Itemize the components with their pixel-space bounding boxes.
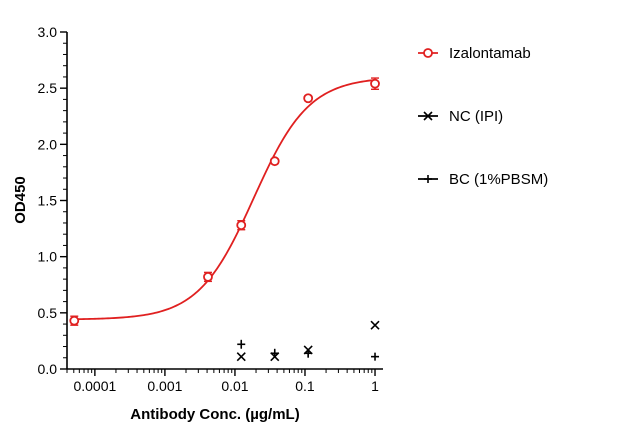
x-stroke [423,111,433,121]
y-tick-label: 2.5 [38,80,58,96]
legend-marker [423,111,433,121]
y-tick-label: 3.0 [38,24,58,40]
data-point [304,349,313,358]
x-stroke [370,320,380,330]
series-bc-1-pbsm [237,339,380,361]
x-tick-label: 0.01 [221,378,248,394]
y-tick-label: 0.0 [38,361,58,377]
legend-entry: BC (1%PBSM) [418,171,548,188]
legend-marker [423,48,433,58]
y-tick-label: 2.0 [38,136,58,152]
legend-entry: NC (IPI) [418,108,503,125]
data-point [370,320,380,330]
data-point [236,220,247,231]
data-point [269,156,280,167]
legend-marker [424,175,432,183]
y-tick-label: 1.5 [38,193,58,209]
x-tick-label: 0.001 [147,378,182,394]
y-tick-label: 0.5 [38,305,58,321]
legend: Izalontamab NC (IPI) BC (1%PBSM) [418,45,548,188]
x-tick-label: 0.0001 [73,378,116,394]
y-axis-title: OD450 [12,176,29,224]
x-tick-label: 1 [371,378,379,394]
plot-area [69,77,380,362]
y-tick-label: 1.0 [38,249,58,265]
data-point [370,78,380,89]
x-tick-label: 0.1 [295,378,315,394]
legend-label: Izalontamab [449,45,531,62]
legend-label: NC (IPI) [449,108,503,125]
x-axis: 0.0001 0.001 0.01 0.1 1 [66,368,383,394]
y-axis: 0.0 0.5 1.0 1.5 2.0 2.5 3.0 [38,24,68,377]
data-point [237,340,246,349]
data-point [69,315,80,326]
legend-label: BC (1%PBSM) [449,171,548,188]
data-point [303,93,314,104]
data-point [236,352,246,362]
fit-curve [74,79,376,321]
series-izalontamab [69,77,380,326]
legend-entry: Izalontamab [418,45,531,62]
data-point [270,349,279,358]
data-point [203,271,213,282]
x-axis-title: Antibody Conc. (µg/mL) [130,406,299,423]
x-stroke [236,352,246,362]
data-point [371,352,380,361]
